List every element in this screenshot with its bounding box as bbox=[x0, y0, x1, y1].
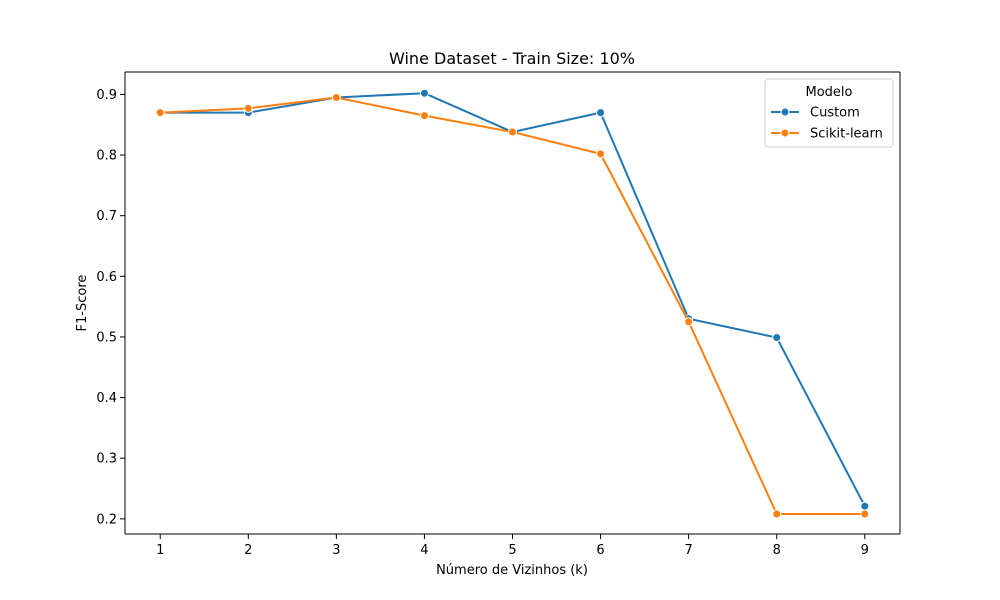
legend-swatch-marker-custom bbox=[780, 107, 790, 117]
x-tick-label: 1 bbox=[156, 543, 164, 558]
x-tick-label: 5 bbox=[508, 543, 516, 558]
x-axis-label: Número de Vizinhos (k) bbox=[436, 563, 588, 578]
data-point-scikit-learn bbox=[860, 509, 870, 519]
data-point-scikit-learn bbox=[596, 149, 606, 159]
ticks-layer: 1 2 3 4 5 6 7 8 9 0.2 0.3 0.4 0.5 0.6 0.7 0.8 0.9 bbox=[96, 88, 869, 558]
legend: Modelo Custom Scikit-learn bbox=[764, 78, 894, 148]
x-tick-label: 2 bbox=[244, 543, 252, 558]
y-tick-label: 0.7 bbox=[96, 209, 117, 224]
x-tick-label: 3 bbox=[332, 543, 340, 558]
x-tick-label: 7 bbox=[684, 543, 692, 558]
x-tick-label: 9 bbox=[861, 543, 869, 558]
legend-swatch-marker-scikit-learn bbox=[780, 128, 790, 138]
x-tick-label: 8 bbox=[773, 543, 781, 558]
data-point-custom bbox=[860, 501, 870, 511]
legend-label-scikit-learn: Scikit-learn bbox=[810, 127, 883, 142]
data-point-scikit-learn bbox=[331, 92, 341, 102]
data-point-custom bbox=[772, 333, 782, 343]
y-tick-label: 0.5 bbox=[96, 330, 117, 345]
data-point-custom bbox=[419, 88, 429, 98]
y-tick-label: 0.2 bbox=[96, 512, 117, 527]
y-axis-label: F1-Score bbox=[75, 275, 90, 332]
series-layer bbox=[155, 88, 870, 519]
data-point-scikit-learn bbox=[155, 108, 165, 118]
y-tick-label: 0.4 bbox=[96, 391, 117, 406]
y-tick-label: 0.8 bbox=[96, 149, 117, 164]
y-tick-label: 0.3 bbox=[96, 452, 117, 467]
legend-box bbox=[764, 78, 894, 148]
legend-label-custom: Custom bbox=[810, 106, 860, 121]
chart-title: Wine Dataset - Train Size: 10% bbox=[389, 49, 635, 68]
x-tick-label: 6 bbox=[596, 543, 604, 558]
data-point-scikit-learn bbox=[684, 317, 694, 327]
plot-area bbox=[125, 72, 900, 534]
data-point-scikit-learn bbox=[243, 103, 253, 113]
y-tick-label: 0.9 bbox=[96, 88, 117, 103]
data-point-scikit-learn bbox=[772, 509, 782, 519]
data-point-custom bbox=[596, 108, 606, 118]
data-point-scikit-learn bbox=[508, 127, 517, 137]
legend-title: Modelo bbox=[806, 85, 853, 100]
data-point-scikit-learn bbox=[419, 111, 429, 121]
y-tick-label: 0.6 bbox=[96, 270, 117, 285]
x-tick-label: 4 bbox=[420, 543, 428, 558]
